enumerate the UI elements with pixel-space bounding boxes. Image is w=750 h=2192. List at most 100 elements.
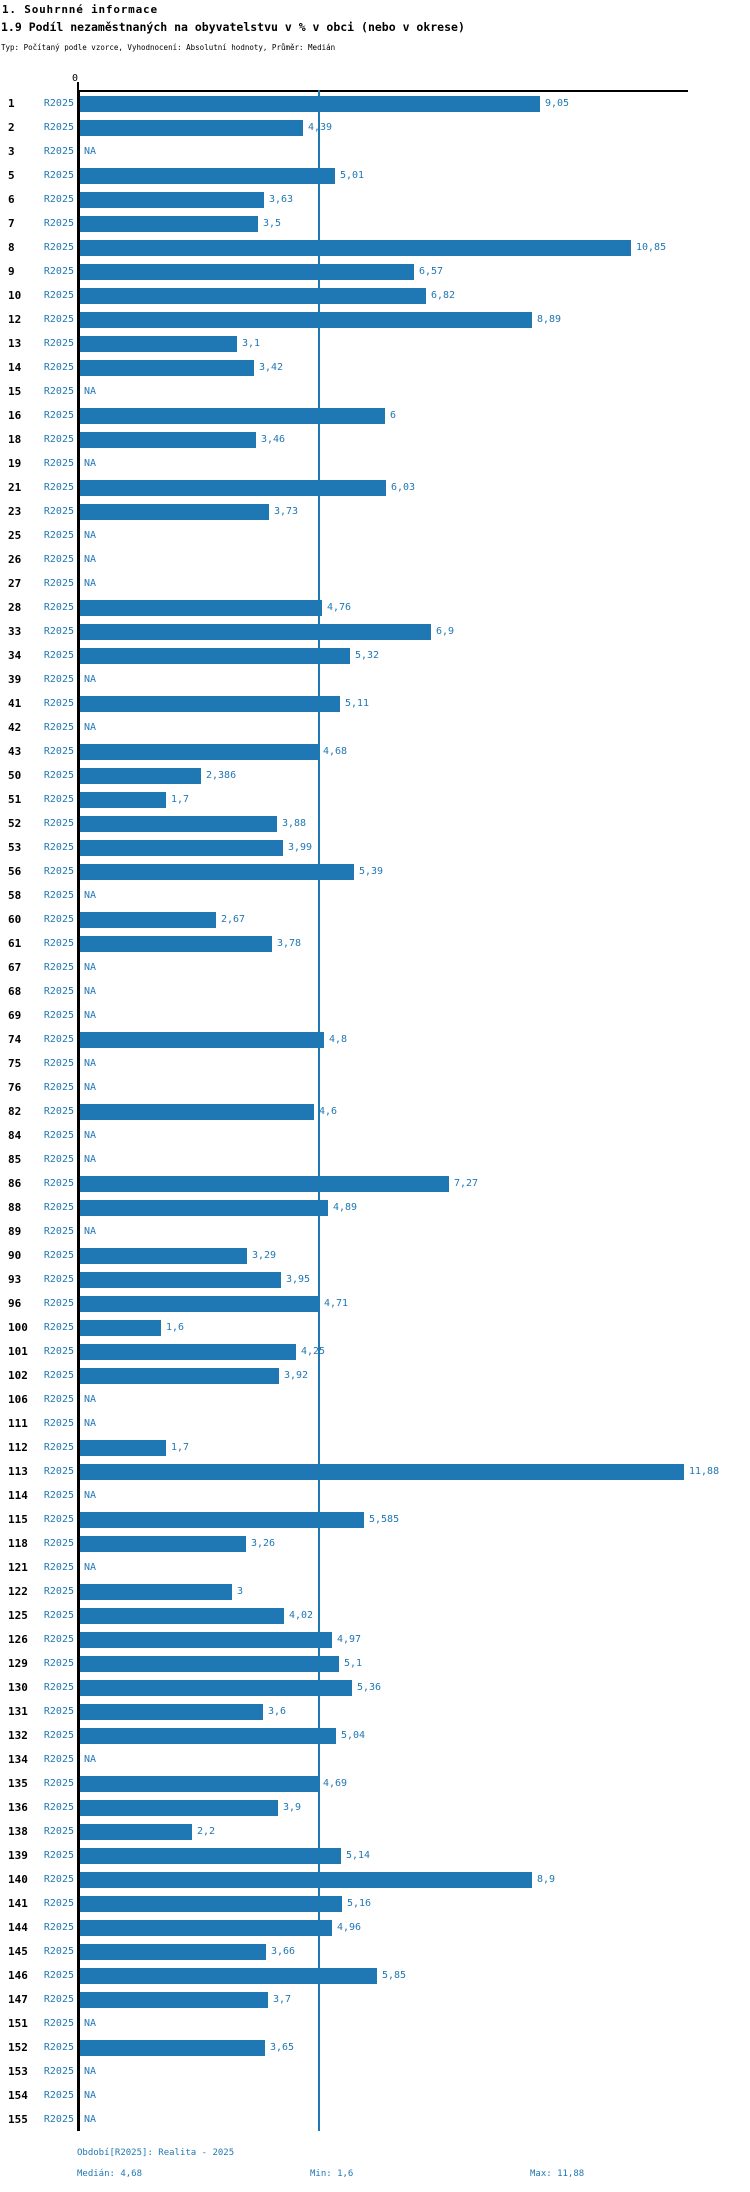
bar (80, 1824, 192, 1840)
chart-row: 135 R2025 4,69 (0, 1772, 750, 1796)
value-label: 3,1 (242, 338, 261, 349)
value-label: 3,26 (251, 1538, 276, 1549)
series-label: R2025 (43, 746, 74, 757)
series-label: R2025 (43, 146, 74, 157)
value-label: 3,42 (259, 362, 284, 373)
series-label: R2025 (43, 554, 74, 565)
series-label: R2025 (43, 1322, 74, 1333)
value-label: 2,67 (221, 914, 246, 925)
value-label: 5,36 (357, 1682, 382, 1693)
series-label: R2025 (43, 98, 74, 109)
value-label: 1,7 (171, 794, 190, 805)
chart-row: 130 R2025 5,36 (0, 1676, 750, 1700)
value-label: NA (84, 1082, 97, 1093)
footer-min: Min: 1,6 (310, 2169, 354, 2179)
y-axis-line (77, 90, 80, 2131)
row-number: 12 (8, 313, 22, 326)
row-number: 141 (8, 1897, 28, 1910)
value-label: 3,88 (282, 818, 307, 829)
chart-row: 121 R2025 NA (0, 1556, 750, 1580)
value-label: 6,57 (419, 266, 444, 277)
chart-row: 114 R2025 NA (0, 1484, 750, 1508)
value-label: 3,92 (284, 1370, 309, 1381)
value-label: 3,65 (270, 2042, 295, 2053)
row-number: 130 (8, 1681, 28, 1694)
value-label: NA (84, 1226, 97, 1237)
row-number: 129 (8, 1657, 28, 1670)
row-number: 18 (8, 433, 22, 446)
chart-row: 12 R2025 8,89 (0, 308, 750, 332)
row-number: 15 (8, 385, 22, 398)
series-label: R2025 (43, 1490, 74, 1501)
chart-row: 51 R2025 1,7 (0, 788, 750, 812)
row-number: 89 (8, 1225, 22, 1238)
chart-row: 67 R2025 NA (0, 956, 750, 980)
value-label: NA (84, 386, 97, 397)
row-number: 85 (8, 1153, 22, 1166)
series-label: R2025 (43, 1130, 74, 1141)
value-label: 3,7 (273, 1994, 292, 2005)
value-label: NA (84, 2090, 97, 2101)
row-number: 23 (8, 505, 22, 518)
value-label: NA (84, 722, 97, 733)
series-label: R2025 (43, 1754, 74, 1765)
bar (80, 1944, 266, 1960)
series-label: R2025 (43, 386, 74, 397)
row-number: 121 (8, 1561, 28, 1574)
chart-row: 140 R2025 8,9 (0, 1868, 750, 1892)
series-label: R2025 (43, 170, 74, 181)
bar (80, 768, 201, 784)
row-number: 113 (8, 1465, 28, 1478)
chart-row: 84 R2025 NA (0, 1124, 750, 1148)
chart-row: 113 R2025 11,88 (0, 1460, 750, 1484)
series-label: R2025 (43, 1706, 74, 1717)
row-number: 56 (8, 865, 22, 878)
chart-row: 27 R2025 NA (0, 572, 750, 596)
row-number: 21 (8, 481, 22, 494)
value-label: NA (84, 1010, 97, 1021)
value-label: 3,63 (269, 194, 294, 205)
value-label: 8,9 (537, 1874, 556, 1885)
bar (80, 432, 256, 448)
value-label: 10,85 (636, 242, 667, 253)
value-label: 5,1 (344, 1658, 363, 1669)
value-label: NA (84, 1130, 97, 1141)
value-label: NA (84, 530, 97, 541)
chart-row: 25 R2025 NA (0, 524, 750, 548)
row-number: 145 (8, 1945, 28, 1958)
chart-row: 147 R2025 3,7 (0, 1988, 750, 2012)
chart-row: 122 R2025 3 (0, 1580, 750, 1604)
row-number: 112 (8, 1441, 28, 1454)
series-label: R2025 (43, 1898, 74, 1909)
bar (80, 96, 540, 112)
row-number: 111 (8, 1417, 28, 1430)
value-label: 4,71 (324, 1298, 349, 1309)
bar (80, 744, 318, 760)
chart-row: 56 R2025 5,39 (0, 860, 750, 884)
row-number: 10 (8, 289, 22, 302)
bar (80, 792, 166, 808)
row-number: 27 (8, 577, 22, 590)
value-label: 3,99 (288, 842, 313, 853)
chart-row: 151 R2025 NA (0, 2012, 750, 2036)
row-number: 25 (8, 529, 22, 542)
row-number: 154 (8, 2089, 28, 2102)
series-label: R2025 (43, 1634, 74, 1645)
chart-row: 28 R2025 4,76 (0, 596, 750, 620)
chart-row: 9 R2025 6,57 (0, 260, 750, 284)
bar (80, 312, 532, 328)
value-label: 4,02 (289, 1610, 314, 1621)
bar (80, 480, 386, 496)
row-number: 51 (8, 793, 22, 806)
chart-row: 115 R2025 5,585 (0, 1508, 750, 1532)
bar (80, 1344, 296, 1360)
row-number: 50 (8, 769, 22, 782)
bar (80, 1248, 247, 1264)
series-label: R2025 (43, 1154, 74, 1165)
chart-row: 61 R2025 3,78 (0, 932, 750, 956)
series-label: R2025 (43, 794, 74, 805)
series-label: R2025 (43, 1994, 74, 2005)
chart-row: 34 R2025 5,32 (0, 644, 750, 668)
chart-row: 139 R2025 5,14 (0, 1844, 750, 1868)
chart-row: 145 R2025 3,66 (0, 1940, 750, 1964)
